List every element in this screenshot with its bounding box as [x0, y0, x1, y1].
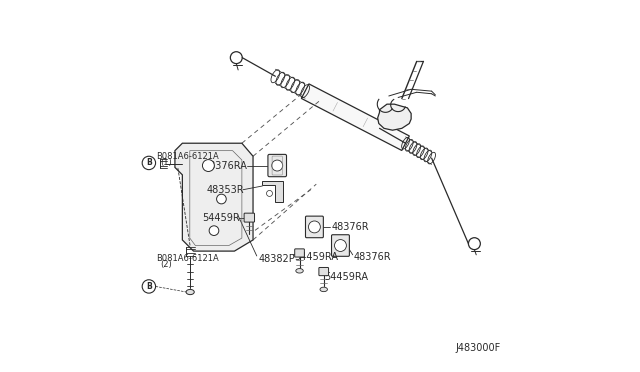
Text: (2): (2) [160, 260, 172, 269]
Circle shape [335, 240, 346, 251]
Circle shape [266, 190, 273, 196]
Circle shape [272, 160, 283, 171]
Text: J483000F: J483000F [455, 343, 500, 353]
Circle shape [308, 221, 321, 233]
Text: 54459RA: 54459RA [294, 252, 338, 262]
Ellipse shape [320, 287, 328, 292]
Text: 48376RA: 48376RA [204, 161, 248, 170]
Text: 48353R: 48353R [206, 185, 244, 195]
Ellipse shape [296, 269, 303, 273]
Polygon shape [175, 143, 253, 251]
Text: 48376R: 48376R [331, 222, 369, 232]
Text: B: B [146, 158, 152, 167]
Text: 54459RA: 54459RA [324, 272, 368, 282]
Text: B081A6-6121A: B081A6-6121A [156, 152, 219, 161]
FancyBboxPatch shape [319, 267, 328, 276]
FancyBboxPatch shape [305, 216, 323, 238]
FancyBboxPatch shape [294, 249, 305, 257]
FancyBboxPatch shape [268, 154, 287, 177]
Polygon shape [301, 84, 410, 151]
Text: 54459R: 54459R [202, 213, 240, 222]
Text: B: B [146, 282, 152, 291]
Circle shape [216, 194, 227, 204]
Circle shape [209, 226, 219, 235]
Text: 48382P: 48382P [259, 254, 296, 263]
Text: B081A6-6121A: B081A6-6121A [156, 254, 219, 263]
FancyBboxPatch shape [244, 213, 255, 222]
Circle shape [202, 160, 214, 171]
Text: (1): (1) [160, 158, 172, 167]
Text: 48376R: 48376R [353, 252, 391, 262]
Polygon shape [262, 182, 283, 202]
FancyBboxPatch shape [332, 235, 349, 256]
Ellipse shape [186, 289, 195, 295]
Polygon shape [378, 104, 411, 130]
